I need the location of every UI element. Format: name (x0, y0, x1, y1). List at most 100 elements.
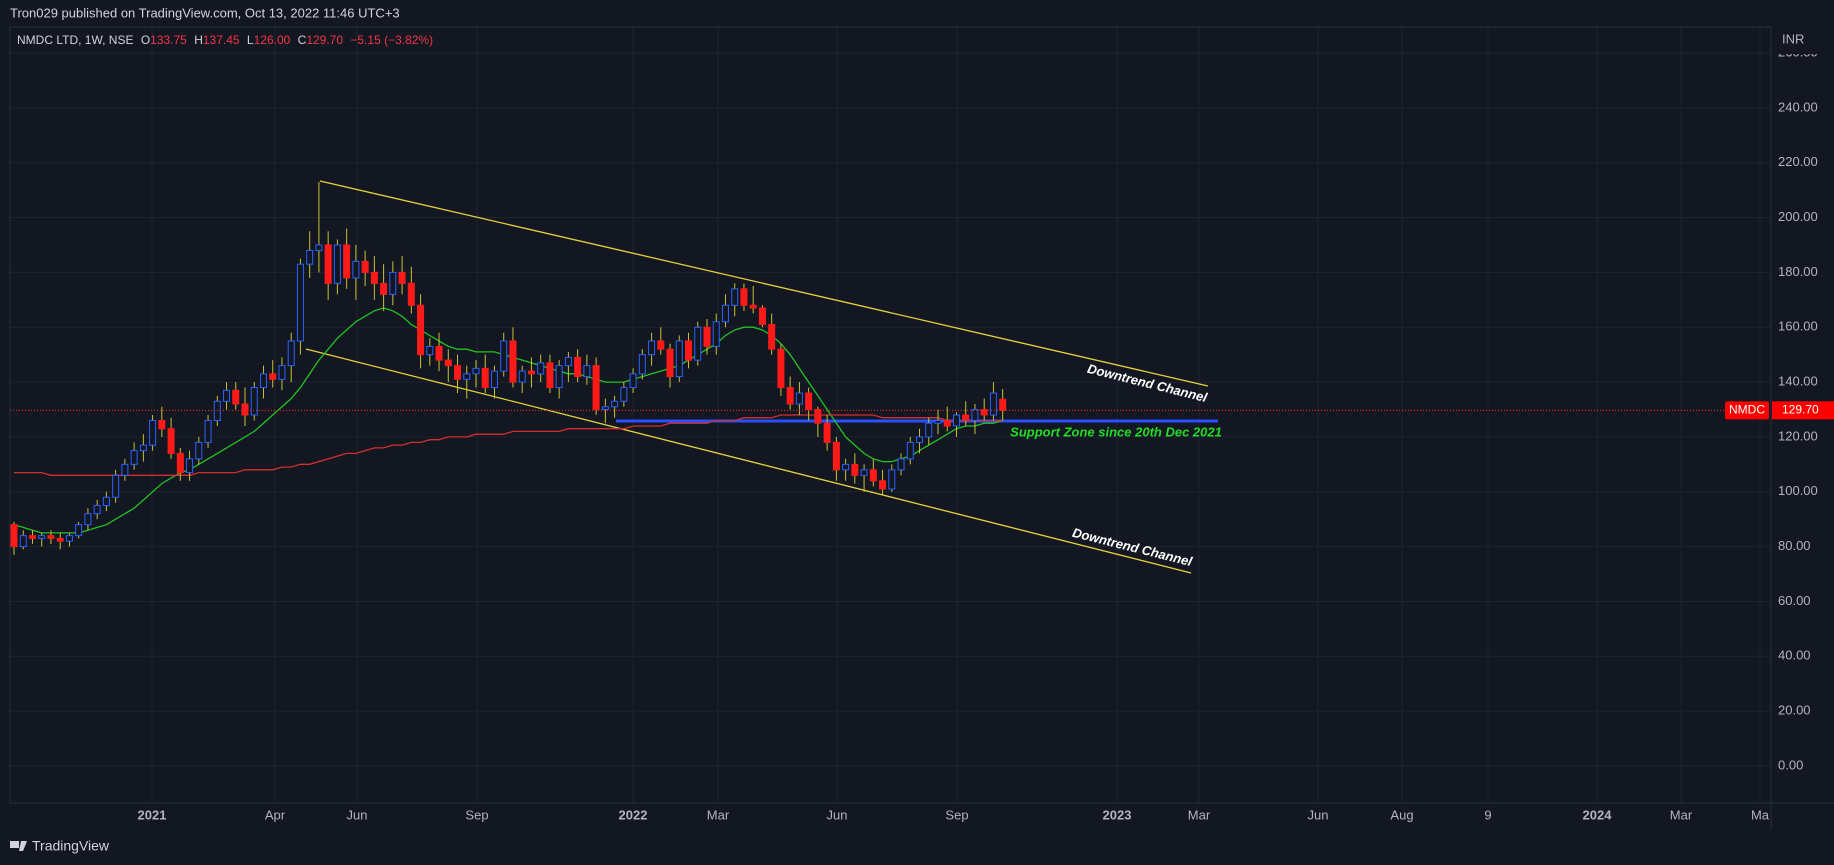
x-tick-label: Jun (827, 807, 848, 822)
candle-body (906, 441, 914, 460)
candle-body (223, 389, 231, 402)
candle-body (860, 469, 868, 476)
candle-body (47, 535, 55, 539)
candle-body (555, 365, 563, 389)
candle-body (703, 326, 711, 347)
candle-body (564, 356, 572, 367)
candle-body (102, 496, 110, 506)
legend-key: O (141, 33, 150, 47)
candle-body (333, 244, 341, 284)
moving-average-line (14, 414, 1003, 476)
candle-body (213, 400, 221, 421)
candle-body (980, 409, 988, 416)
trend-line (319, 180, 1209, 387)
candle-body (315, 244, 323, 251)
candle-body (629, 373, 637, 389)
candle-body (749, 304, 757, 309)
candle-body (601, 406, 609, 410)
y-tick-label: 80.00 (1778, 538, 1811, 553)
candle-body (962, 414, 970, 421)
moving-average-line (13, 307, 1003, 534)
legend-value: 129.70 (306, 33, 343, 47)
x-tick-label: 9 (1484, 807, 1491, 822)
candle-body (805, 392, 813, 410)
candle-body (777, 348, 785, 389)
currency-box (1772, 28, 1834, 54)
candle-body (989, 392, 997, 416)
candle-body (232, 389, 240, 405)
candle-body (648, 340, 656, 356)
candle-body (112, 474, 120, 498)
footer-logo (10, 841, 27, 851)
candle-body (943, 419, 951, 427)
candle-body (934, 419, 942, 424)
candle-body (500, 340, 508, 372)
candle-body (490, 370, 498, 389)
candle-body (463, 373, 471, 380)
candle-body (343, 244, 351, 279)
legend-key: H (194, 33, 203, 47)
candle-body (278, 365, 286, 380)
candle-body (259, 373, 267, 389)
candle-body (19, 535, 27, 548)
y-tick-label: 220.00 (1778, 154, 1818, 169)
candle-body (93, 504, 101, 515)
x-tick-label: 2023 (1103, 807, 1132, 822)
x-tick-label: Apr (265, 807, 286, 822)
x-tick-label: Mar (1188, 807, 1211, 822)
legend-key: C (298, 33, 307, 47)
legend: NMDC LTD, 1W, NSE O133.75 H137.45 L126.0… (17, 33, 433, 47)
candle-body (638, 354, 646, 375)
candle-body (731, 288, 739, 306)
candle-body (454, 365, 462, 380)
candle-body (250, 387, 258, 416)
marks (10, 181, 1771, 555)
currency: INR (1782, 31, 1804, 46)
candle-body (186, 458, 194, 474)
header: Tron029 published on TradingView.com, Oc… (10, 5, 400, 20)
candle-body (65, 535, 73, 542)
candle-body (832, 441, 840, 471)
annotation: Support Zone since 20th Dec 2021 (1010, 424, 1222, 439)
candle-body (694, 326, 702, 361)
y-tick-label: 120.00 (1778, 428, 1818, 443)
candle-body (925, 422, 933, 438)
candle-body (897, 458, 905, 471)
candle-body (814, 409, 822, 424)
y-tick-label: 60.00 (1778, 593, 1811, 608)
candle-body (768, 323, 776, 350)
price-tag-symbol: NMDC (1729, 402, 1765, 416)
candle-body (611, 400, 619, 408)
legend-key: L (247, 33, 254, 47)
candle-body (916, 436, 924, 443)
candle-body (269, 373, 277, 380)
candle-body (537, 362, 545, 375)
y-tick-label: 160.00 (1778, 319, 1818, 334)
y-tick-label: 240.00 (1778, 99, 1818, 114)
x-tick-label: 2022 (619, 807, 648, 822)
candle-body (444, 359, 452, 367)
y-tick-label: 20.00 (1778, 703, 1811, 718)
candle-body (361, 260, 369, 273)
trend-line (305, 348, 1192, 574)
candle-body (121, 463, 129, 476)
candle-body (583, 365, 591, 378)
x-tick-label: 2021 (138, 807, 167, 822)
candle-body (786, 387, 794, 405)
candle-body (999, 398, 1007, 411)
candle-body (398, 271, 406, 284)
candle-body (306, 249, 314, 265)
candle-body (823, 422, 831, 443)
candle-body (971, 409, 979, 421)
candle-body (879, 480, 887, 490)
candle-body (324, 244, 332, 284)
candle-body (389, 271, 397, 295)
candle-body (740, 288, 748, 306)
x-tick-label: Sep (465, 807, 488, 822)
candle-body (527, 370, 535, 375)
candle-body (675, 340, 683, 378)
price-tag-box (1772, 401, 1834, 420)
candle-body (287, 340, 295, 367)
